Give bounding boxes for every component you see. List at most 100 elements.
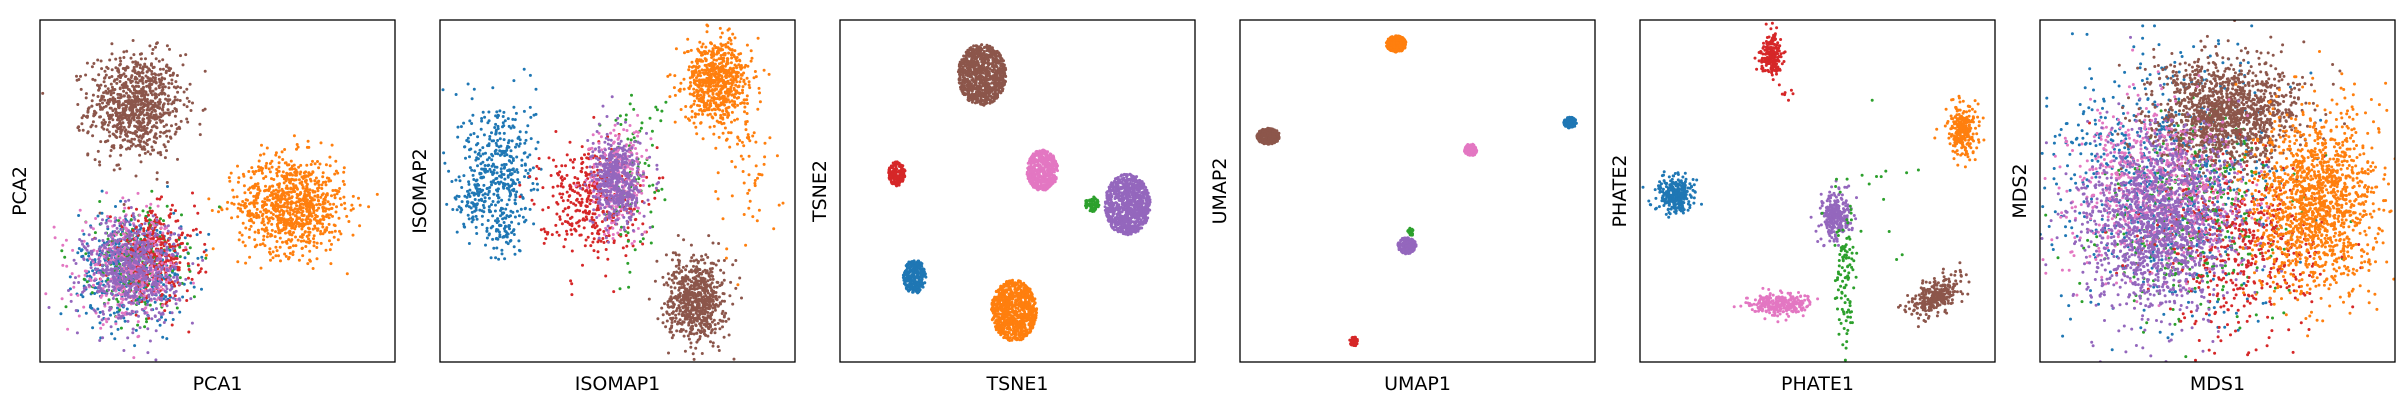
data-point: [185, 87, 189, 91]
data-point: [297, 165, 301, 169]
data-point: [125, 312, 129, 316]
data-point: [735, 80, 739, 84]
data-point: [725, 81, 729, 85]
data-point: [154, 358, 158, 362]
data-point: [149, 202, 153, 206]
data-point: [763, 141, 767, 145]
data-point: [693, 112, 697, 116]
data-point: [454, 93, 458, 96]
data-point: [106, 123, 110, 127]
data-point: [259, 153, 262, 157]
data-point: [462, 121, 466, 125]
data-point: [727, 105, 731, 109]
data-point: [113, 271, 116, 275]
data-point: [152, 253, 156, 257]
data-point: [122, 209, 126, 213]
data-point: [324, 163, 328, 167]
data-point: [121, 86, 125, 90]
data-point: [255, 243, 259, 247]
data-point: [301, 222, 305, 225]
data-point: [258, 243, 262, 247]
data-point: [512, 105, 516, 109]
data-point: [105, 291, 109, 295]
data-point: [150, 62, 153, 66]
data-point: [531, 166, 535, 170]
data-point: [172, 101, 176, 105]
data-point: [93, 279, 96, 283]
data-point: [173, 249, 177, 253]
data-point: [274, 214, 278, 218]
data-point: [150, 239, 154, 243]
data-point: [298, 172, 302, 176]
data-point: [127, 102, 130, 105]
data-point: [703, 63, 707, 67]
data-point: [161, 311, 165, 315]
data-point: [198, 133, 202, 137]
data-point: [534, 87, 538, 91]
data-point: [154, 132, 158, 136]
data-point: [102, 118, 106, 122]
data-point: [150, 220, 154, 224]
data-point: [101, 218, 104, 222]
data-point: [243, 206, 247, 210]
data-point: [128, 99, 132, 103]
data-point: [689, 48, 693, 52]
data-point: [491, 162, 495, 166]
data-point: [158, 257, 162, 261]
data-point: [98, 289, 102, 293]
data-point: [170, 280, 174, 284]
data-point: [252, 194, 256, 198]
data-point: [284, 179, 288, 183]
data-point: [112, 288, 116, 292]
data-point: [724, 97, 728, 101]
data-point: [694, 68, 698, 72]
data-point: [729, 131, 733, 135]
data-point: [740, 140, 744, 144]
data-point: [106, 301, 110, 305]
data-point: [127, 284, 131, 288]
data-point: [757, 86, 761, 90]
data-point: [190, 321, 194, 325]
data-point: [97, 102, 101, 106]
data-point: [495, 176, 499, 180]
data-point: [296, 221, 300, 225]
data-point: [119, 144, 123, 147]
data-point: [125, 252, 129, 256]
data-point: [294, 244, 298, 248]
data-point: [729, 67, 733, 71]
data-point: [463, 145, 467, 149]
data-point: [170, 82, 174, 86]
data-point: [727, 92, 731, 96]
data-point: [113, 78, 117, 82]
data-point: [173, 279, 177, 283]
data-point: [248, 227, 252, 231]
data-point: [192, 295, 196, 299]
data-point: [277, 161, 281, 165]
data-point: [152, 264, 156, 268]
data-point: [708, 102, 712, 105]
data-point: [168, 47, 171, 51]
y-axis-label: PCA2: [9, 166, 31, 216]
data-point: [102, 127, 106, 131]
data-point: [492, 192, 496, 196]
data-point: [134, 174, 138, 178]
data-point: [126, 234, 130, 238]
data-point: [333, 229, 337, 233]
data-point: [696, 73, 700, 77]
data-point: [117, 282, 121, 286]
data-point: [781, 201, 785, 205]
data-point: [114, 293, 118, 297]
data-point: [260, 204, 264, 208]
data-point: [300, 219, 304, 223]
data-point: [704, 45, 708, 49]
data-point: [162, 125, 166, 128]
data-point: [714, 113, 718, 117]
data-point: [110, 253, 114, 257]
data-point: [777, 203, 781, 207]
data-point: [192, 285, 196, 289]
data-point: [94, 237, 98, 240]
data-point: [134, 60, 137, 64]
data-point: [283, 161, 287, 165]
data-point: [144, 57, 147, 61]
data-point: [117, 313, 121, 317]
